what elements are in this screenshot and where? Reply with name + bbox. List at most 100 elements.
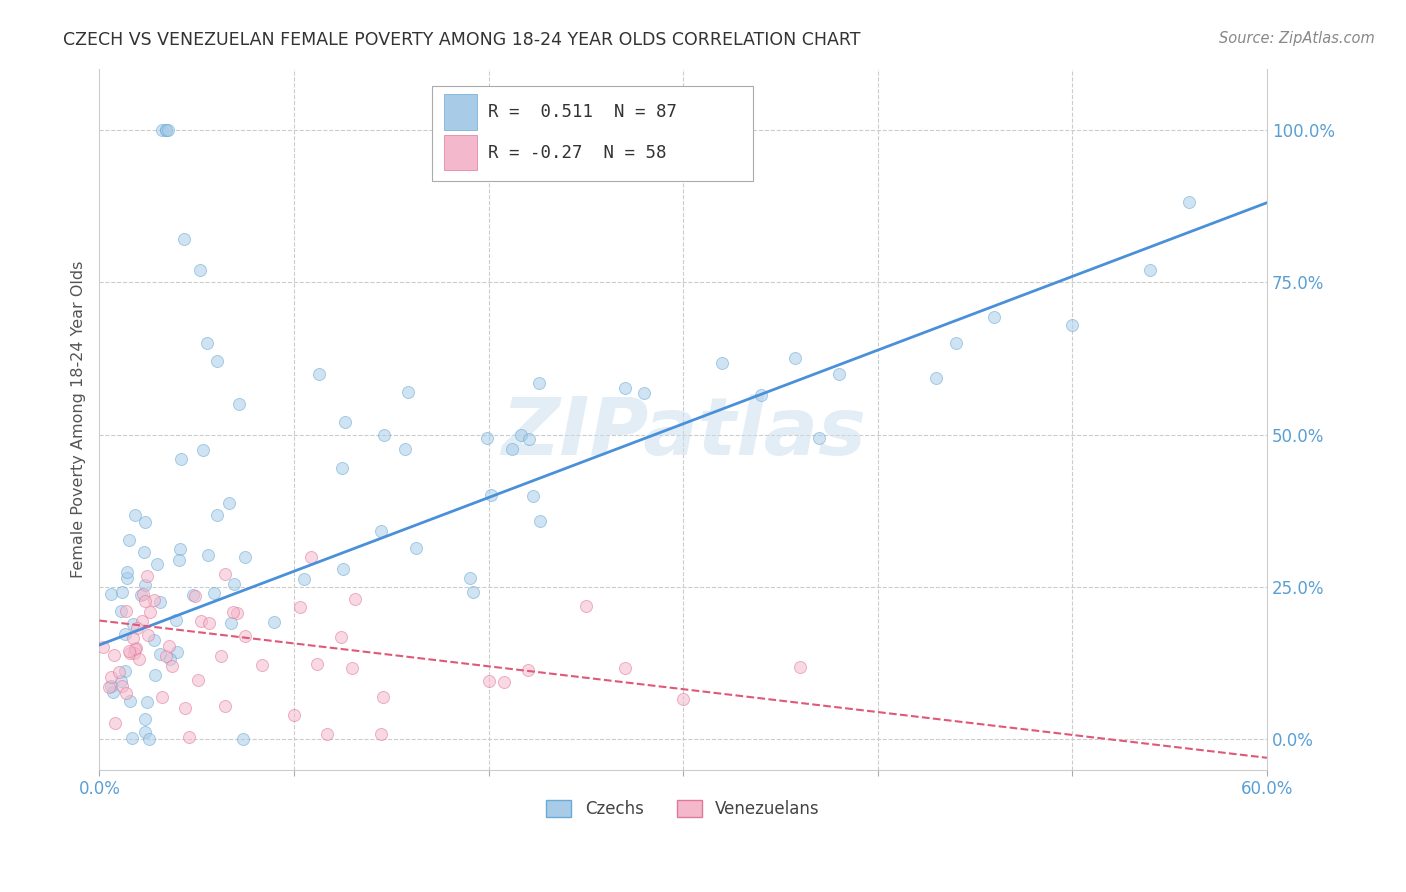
Point [100, 587, 122, 601]
Point [157, 640, 180, 654]
Point [510, 428, 533, 442]
Point [370, 524, 392, 538]
Point [143, 667, 166, 681]
Point [225, 607, 247, 621]
Point [167, 553, 190, 567]
Point [136, 628, 159, 642]
Point [174, 700, 197, 714]
Point [477, 431, 499, 445]
Point [1062, 318, 1084, 332]
Point [111, 679, 134, 693]
Point [315, 727, 337, 741]
Point [115, 571, 138, 585]
Point [190, 262, 212, 277]
Point [478, 674, 501, 689]
FancyBboxPatch shape [432, 86, 754, 181]
Point [111, 584, 134, 599]
Point [613, 661, 636, 675]
Point [103, 648, 125, 662]
Point [479, 488, 502, 502]
Point [149, 647, 172, 661]
Point [371, 690, 394, 704]
Point [232, 732, 254, 747]
Point [110, 604, 132, 618]
Point [187, 673, 209, 688]
Point [110, 673, 132, 688]
Point [288, 599, 311, 614]
Point [125, 621, 148, 635]
Point [100, 670, 122, 684]
Point [114, 627, 136, 641]
Point [945, 336, 967, 351]
Point [197, 549, 219, 563]
Point [633, 385, 655, 400]
Point [177, 730, 200, 744]
Point [205, 508, 228, 523]
Text: Source: ZipAtlas.com: Source: ZipAtlas.com [1219, 31, 1375, 46]
Point [214, 699, 236, 714]
Point [134, 594, 156, 608]
Point [155, 649, 177, 664]
Point [114, 664, 136, 678]
Point [340, 661, 363, 675]
Text: R = -0.27  N = 58: R = -0.27 N = 58 [488, 144, 666, 161]
Point [1139, 263, 1161, 277]
Point [160, 658, 183, 673]
Point [124, 642, 146, 657]
Point [461, 585, 484, 599]
Point [114, 604, 136, 618]
Point [159, 652, 181, 666]
Point [134, 577, 156, 591]
Point [396, 384, 419, 399]
Point [139, 605, 162, 619]
Point [170, 451, 193, 466]
Point [124, 646, 146, 660]
Point [808, 431, 831, 445]
Point [292, 572, 315, 586]
Point [104, 715, 127, 730]
Point [115, 566, 138, 580]
Point [128, 652, 150, 666]
Point [233, 550, 256, 565]
Text: CZECH VS VENEZUELAN FEMALE POVERTY AMONG 18-24 YEAR OLDS CORRELATION CHART: CZECH VS VENEZUELAN FEMALE POVERTY AMONG… [63, 31, 860, 49]
Point [150, 122, 173, 136]
Point [501, 442, 523, 456]
Point [233, 629, 256, 643]
Point [222, 605, 245, 619]
Point [789, 660, 811, 674]
Point [166, 645, 188, 659]
Point [330, 630, 353, 644]
Point [101, 685, 124, 699]
Point [529, 515, 551, 529]
Point [131, 615, 153, 629]
Point [749, 388, 772, 402]
Point [925, 370, 948, 384]
Point [124, 508, 146, 523]
Point [250, 658, 273, 673]
Point [173, 232, 195, 246]
Point [125, 640, 148, 655]
FancyBboxPatch shape [444, 136, 477, 170]
Point [118, 533, 141, 548]
Point [672, 691, 695, 706]
Point [333, 415, 356, 429]
Point [132, 586, 155, 600]
Point [263, 615, 285, 629]
Point [394, 442, 416, 456]
Point [492, 675, 515, 690]
Point [305, 657, 328, 671]
Point [222, 577, 245, 591]
Point [120, 646, 142, 660]
Point [91, 640, 114, 655]
Point [373, 427, 395, 442]
Point [283, 707, 305, 722]
Point [122, 631, 145, 645]
Point [214, 566, 236, 581]
Point [142, 632, 165, 647]
Point [134, 725, 156, 739]
Point [114, 686, 136, 700]
Point [134, 515, 156, 529]
Point [165, 614, 187, 628]
Text: ZIPatlas: ZIPatlas [501, 394, 866, 472]
Point [190, 615, 212, 629]
